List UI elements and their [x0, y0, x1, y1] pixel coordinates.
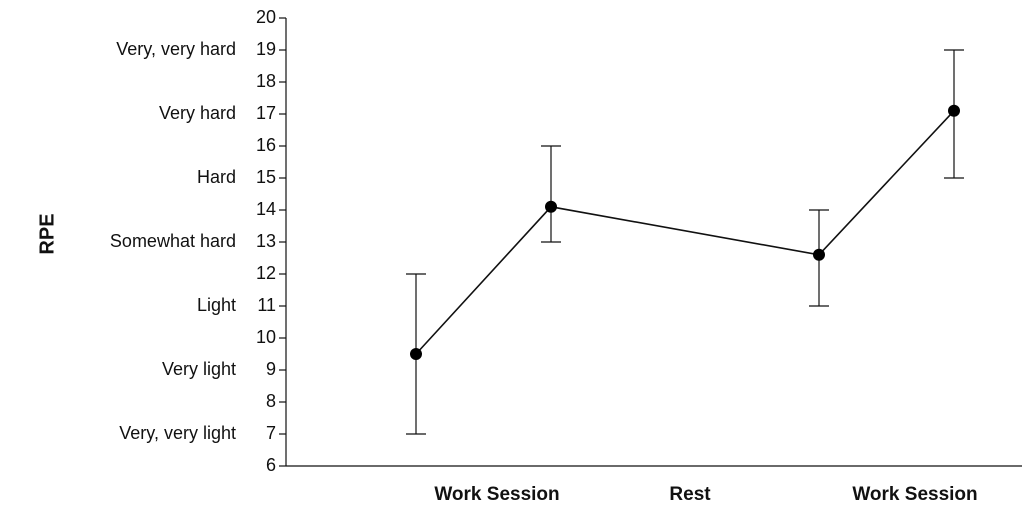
error-bar [541, 145, 561, 243]
y-tick-label: 12 [256, 263, 276, 283]
category-label: Work Session [852, 484, 977, 505]
category-label: Rest [669, 484, 711, 505]
y-tick-label: 19 [256, 39, 276, 59]
y-tick-label: 9 [266, 359, 276, 379]
y-tick-label: 7 [266, 423, 276, 443]
data-point [545, 200, 557, 213]
verbal-anchor-label: Hard [197, 167, 236, 187]
y-tick-label: 16 [256, 135, 276, 155]
data-point [948, 104, 960, 117]
y-tick-label: 6 [266, 455, 276, 475]
y-tick-label: 13 [256, 231, 276, 251]
verbal-anchor-label: Very, very light [119, 423, 236, 443]
verbal-anchor-label: Very, very hard [116, 39, 236, 59]
y-tick-label: 11 [257, 295, 276, 315]
y-tick-label: 20 [256, 7, 276, 27]
y-tick-label: 15 [256, 167, 276, 187]
rpe-series [406, 49, 964, 435]
y-tick-label: 8 [266, 391, 276, 411]
data-point [813, 248, 825, 261]
verbal-anchor-label: Very hard [159, 103, 236, 123]
category-labels: Work Session Rest Work Session [434, 484, 977, 505]
verbal-anchor-label: Light [197, 295, 236, 315]
y-tick-label: 14 [256, 199, 276, 219]
category-label: Work Session [434, 484, 559, 505]
y-tick-label: 17 [256, 103, 276, 123]
verbal-anchor-label: Very light [162, 359, 236, 379]
data-point [410, 348, 422, 360]
verbal-anchors: Very, very hard Very hard Hard Somewhat har… [110, 39, 236, 443]
series-line [415, 110, 955, 355]
y-tick-label: 10 [256, 327, 276, 347]
verbal-anchor-label: Somewhat hard [110, 231, 236, 251]
y-tick-label: 18 [256, 71, 276, 91]
y-axis: 6 7 8 9 10 11 12 13 14 15 16 17 18 19 20 [256, 7, 287, 475]
y-axis-label: RPE [36, 213, 58, 254]
